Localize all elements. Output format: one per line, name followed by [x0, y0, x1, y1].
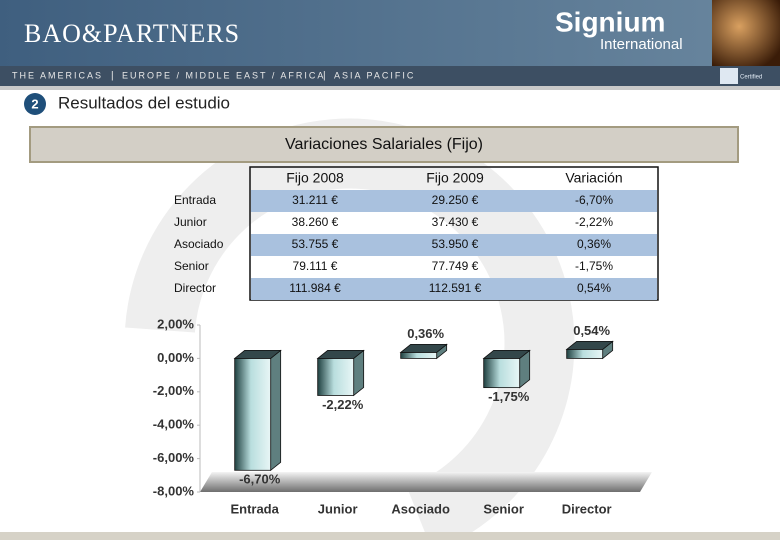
column-header: Fijo 2009 — [426, 170, 484, 186]
x-tick-label: Director — [562, 501, 612, 516]
row-label: Senior — [174, 259, 209, 273]
nav-item[interactable]: THE AMERICAS — [12, 70, 103, 80]
nav-bar — [0, 66, 780, 86]
table-cell: 0,36% — [577, 237, 611, 251]
bar-front — [566, 348, 604, 359]
table-cell: 38.260 € — [292, 215, 339, 229]
value-label: -6,70% — [239, 472, 281, 487]
row-shade — [251, 234, 657, 256]
bar — [565, 340, 614, 360]
bar-top — [482, 349, 531, 359]
row-label: Junior — [174, 215, 207, 229]
table-cell: 112.591 € — [429, 281, 482, 295]
bar-front — [483, 357, 521, 389]
bar-front — [317, 357, 355, 396]
x-tick-label: Entrada — [230, 501, 279, 516]
y-tick-label: 2,00% — [157, 316, 194, 331]
row-shade — [251, 190, 657, 212]
footer-bar — [0, 532, 780, 540]
bar — [316, 349, 365, 397]
table-cell: 79.111 € — [293, 259, 338, 273]
partner: Signium — [555, 6, 665, 37]
chart-floor — [200, 472, 652, 492]
brand: BAO&PARTNERS — [24, 19, 240, 48]
x-tick-label: Senior — [483, 501, 523, 516]
value-label: -1,75% — [488, 389, 530, 404]
bar-side — [270, 349, 282, 472]
nav-item[interactable]: ASIA PACIFIC — [334, 70, 415, 80]
section-title: Resultados del estudio — [58, 93, 230, 112]
row-label: Entrada — [174, 193, 216, 207]
table-cell: 37.430 € — [432, 215, 479, 229]
table-cell: 31.211 € — [292, 193, 338, 207]
section-number: 2 — [31, 96, 38, 111]
title-box — [29, 126, 739, 163]
bar-top — [316, 349, 365, 359]
nav-separator: | — [323, 71, 326, 82]
value-label: 0,54% — [573, 323, 610, 338]
nav-shadow — [0, 86, 780, 90]
globe-image — [712, 0, 780, 66]
bar — [399, 343, 448, 360]
table-cell: 29.250 € — [432, 193, 479, 207]
badge-icon — [720, 68, 738, 84]
table-cell: -6,70% — [575, 193, 613, 207]
table: Fijo 2008 Fijo 2009 Variación Entrada 31.211… — [174, 166, 659, 301]
nav-separator: | — [111, 71, 114, 82]
bar — [233, 349, 282, 472]
table-cell: 53.755 € — [292, 237, 339, 251]
bar-top — [399, 343, 448, 353]
y-tick-label: -6,00% — [153, 450, 195, 465]
column-header: Variación — [565, 170, 622, 186]
column-header: Fijo 2008 — [286, 170, 344, 186]
value-label: -2,22% — [322, 397, 364, 412]
plot: -8,00% -6,00% -4,00% -2,00% 0,00% 2,00% Entrad… — [153, 316, 614, 516]
table-cell: 53.950 € — [432, 237, 479, 251]
table-cell: 0,54% — [577, 281, 611, 295]
table-cell: -1,75% — [575, 259, 613, 273]
bar-front — [400, 351, 438, 359]
value-label: 0,36% — [407, 326, 444, 341]
partner-sub: International — [600, 36, 683, 53]
row-label: Director — [174, 281, 216, 295]
y-tick-label: -8,00% — [153, 483, 195, 498]
bar-top — [565, 340, 614, 350]
nav-item[interactable]: EUROPE / MIDDLE EAST / AFRICA — [122, 70, 325, 80]
y-tick-label: 0,00% — [157, 350, 194, 365]
table-cell: 77.749 € — [432, 259, 479, 273]
section-badge — [24, 93, 46, 115]
bar-front — [234, 357, 272, 471]
table-cell: -2,22% — [575, 215, 613, 229]
row-shade — [251, 278, 657, 300]
badge: Certified — [740, 75, 762, 81]
header-bar — [0, 0, 780, 66]
bar — [482, 349, 531, 389]
x-tick-label: Junior — [318, 501, 358, 516]
box-title: Variaciones Salariales (Fijo) — [285, 136, 483, 153]
x-tick-label: Asociado — [391, 501, 450, 516]
y-tick-label: -4,00% — [153, 417, 195, 432]
bar-top — [233, 349, 282, 359]
row-label: Asociado — [174, 237, 224, 251]
table-cell: 111.984 € — [289, 281, 341, 295]
y-tick-label: -2,00% — [153, 383, 195, 398]
